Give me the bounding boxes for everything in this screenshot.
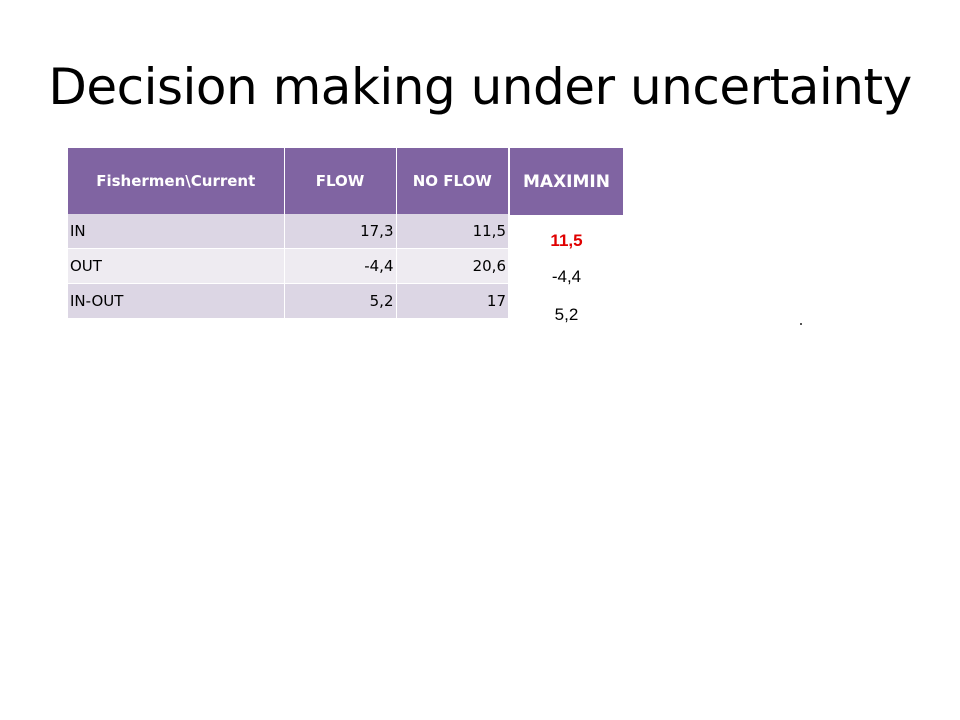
header-flow: FLOW [284, 148, 397, 214]
slide-title: Decision making under uncertainty [48, 58, 912, 116]
cell-no-flow: 17 [396, 283, 508, 319]
stray-dot [800, 323, 802, 325]
header-fishermen-current: Fishermen\Current [68, 148, 285, 214]
table-header-row: Fishermen\Current FLOW NO FLOW [68, 148, 508, 214]
header-no-flow: NO FLOW [396, 148, 508, 214]
cell-flow: 5,2 [284, 283, 397, 319]
cell-no-flow: 11,5 [396, 214, 508, 249]
row-label: IN-OUT [68, 283, 285, 319]
table-row: IN-OUT 5,2 17 [68, 283, 508, 319]
row-label: IN [68, 214, 285, 249]
cell-flow: -4,4 [284, 248, 397, 284]
table-row: OUT -4,4 20,6 [68, 248, 508, 284]
cell-no-flow: 20,6 [396, 248, 508, 284]
cell-flow: 17,3 [284, 214, 397, 249]
maximin-value-in: 11,5 [550, 231, 583, 250]
table-row: IN 17,3 11,5 [68, 214, 508, 249]
maximin-value-in-out: 5,2 [554, 305, 579, 324]
maximin-value-out: -4,4 [551, 267, 582, 286]
row-label: OUT [68, 248, 285, 284]
payoff-table: Fishermen\Current FLOW NO FLOW IN 17,3 1… [68, 148, 508, 319]
maximin-header: MAXIMIN [510, 148, 623, 215]
